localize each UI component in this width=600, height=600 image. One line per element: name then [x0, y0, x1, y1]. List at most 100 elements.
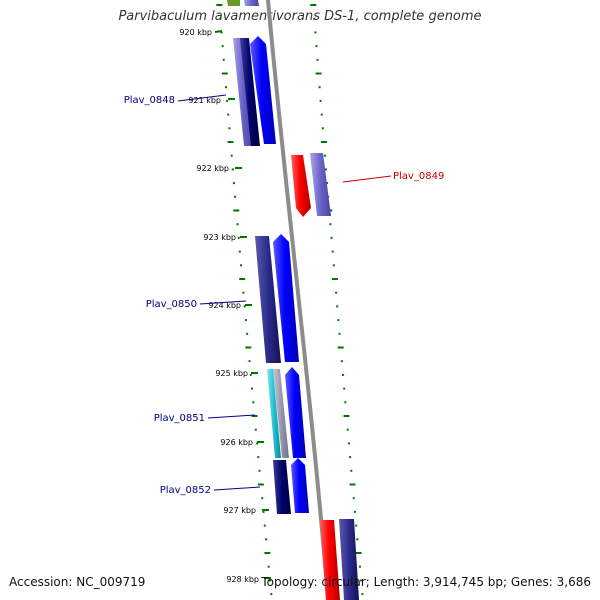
ring-tick — [242, 291, 245, 294]
genome-summary-text: Topology: circular; Length: 3,914,745 bp… — [261, 575, 591, 589]
gene-partial-top-green[interactable] — [227, 0, 240, 6]
ring-tick — [310, 4, 317, 6]
right-tick-ring — [310, 4, 364, 596]
gene-labels: Plav_0848 Plav_0849 Plav_0850 Plav_0851 … — [124, 94, 444, 496]
ring-tick — [352, 497, 355, 500]
label-plav-0848[interactable]: Plav_0848 — [124, 95, 175, 106]
ring-tick — [225, 86, 227, 89]
scale-label-925: 925 kbp — [215, 369, 248, 378]
ring-tick — [257, 456, 260, 459]
ring-tick — [331, 250, 334, 253]
ring-tick — [314, 31, 317, 34]
ring-tick — [361, 593, 364, 596]
ring-tick — [220, 31, 223, 34]
ring-tick — [228, 127, 231, 130]
label-plav-0852[interactable]: Plav_0852 — [160, 485, 211, 496]
gene-plav-0851-grey[interactable] — [273, 369, 289, 458]
ring-tick — [356, 538, 359, 541]
ring-tick — [244, 319, 247, 322]
ring-tick — [252, 401, 255, 404]
ring-tick — [358, 565, 361, 568]
gene-plav-0848-forward[interactable] — [250, 36, 276, 144]
ring-tick — [340, 360, 343, 363]
scale-label-922: 922 kbp — [196, 164, 229, 173]
ring-tick — [332, 264, 335, 267]
ring-tick — [258, 469, 261, 472]
genome-backbone — [266, 0, 330, 600]
ring-tick — [246, 332, 249, 335]
gene-plav-0848-dark[interactable] — [240, 38, 260, 146]
gene-bottom-reverse[interactable] — [320, 520, 340, 600]
ring-tick — [221, 72, 228, 75]
ring-tick — [222, 58, 225, 61]
gene-plav-0849-reverse[interactable] — [291, 155, 311, 217]
ring-tick — [355, 524, 358, 527]
gene-plav-0851-cyan[interactable] — [267, 369, 281, 458]
gene-plav-0852-dark[interactable] — [273, 460, 291, 514]
gene-plav-0850-forward[interactable] — [273, 234, 299, 362]
ring-tick — [265, 538, 268, 541]
ring-tick — [262, 510, 265, 513]
ring-tick — [343, 387, 346, 390]
scale-label-921: 921 kbp — [188, 96, 221, 105]
ring-tick — [323, 154, 326, 157]
label-plav-0850[interactable]: Plav_0850 — [146, 299, 197, 310]
ring-tick — [326, 182, 329, 185]
gene-plav-0848-light[interactable] — [233, 38, 252, 146]
accession-text: Accession: NC_009719 — [9, 575, 146, 589]
gene-plav-0849-light[interactable] — [310, 153, 331, 216]
ring-tick — [347, 442, 350, 445]
ring-tick — [337, 346, 344, 349]
gene-partial-top-light[interactable] — [244, 0, 259, 6]
ring-tick — [320, 141, 327, 143]
gene-plav-0851-forward[interactable] — [285, 367, 306, 458]
ring-tick — [251, 387, 253, 390]
ring-tick — [240, 264, 242, 267]
ring-tick — [230, 154, 233, 157]
ring-tick — [329, 223, 332, 226]
ring-tick — [325, 168, 327, 171]
ring-tick — [349, 483, 356, 486]
ring-tick — [267, 565, 270, 568]
label-plav-0851[interactable]: Plav_0851 — [154, 413, 205, 424]
ring-tick — [344, 401, 347, 404]
scale-label-928: 928 kbp — [226, 575, 259, 584]
ring-tick — [335, 291, 338, 294]
ring-tick — [318, 86, 321, 89]
map-title: Parvibaculum lavamentivorans DS-1, compl… — [118, 9, 482, 24]
scale-label-923: 923 kbp — [203, 233, 236, 242]
ring-tick — [227, 141, 234, 143]
ring-tick — [245, 346, 252, 349]
label-plav-0849[interactable]: Plav_0849 — [393, 171, 444, 182]
scale-label-927: 927 kbp — [223, 506, 256, 515]
ring-tick — [227, 113, 230, 116]
ring-tick — [216, 4, 223, 6]
gene-plav-0850-dark[interactable] — [255, 236, 281, 363]
left-tick-ring — [216, 4, 273, 596]
ring-tick — [264, 552, 271, 554]
ring-tick — [355, 552, 362, 554]
ring-tick — [234, 195, 237, 198]
gene-features — [227, 0, 359, 600]
ring-tick — [257, 483, 264, 486]
ring-tick — [226, 99, 229, 102]
ring-tick — [343, 415, 350, 417]
ring-tick — [270, 593, 273, 596]
ring-tick — [330, 236, 333, 239]
ring-tick — [248, 360, 251, 363]
ring-tick — [315, 72, 322, 75]
ring-tick — [237, 236, 240, 239]
ring-tick — [231, 168, 234, 171]
ring-tick — [336, 305, 339, 308]
ring-tick — [346, 428, 349, 431]
ring-tick — [261, 497, 264, 500]
gene-bottom-dark[interactable] — [339, 519, 359, 600]
gene-plav-0852-forward[interactable] — [291, 458, 309, 513]
scale-label-926: 926 kbp — [220, 438, 253, 447]
ring-tick — [233, 182, 235, 185]
ring-tick — [337, 319, 340, 322]
ring-tick — [338, 332, 341, 335]
ring-tick — [316, 58, 319, 61]
ring-tick — [342, 373, 344, 376]
